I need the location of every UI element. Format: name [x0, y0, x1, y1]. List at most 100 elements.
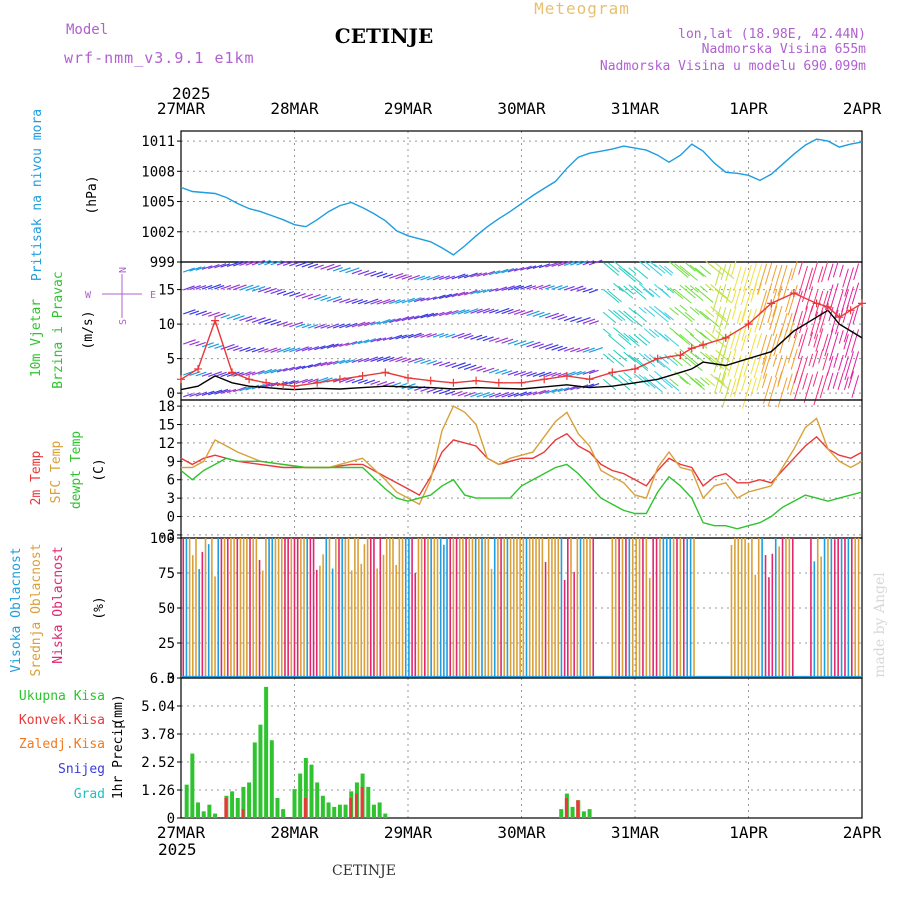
wind-arrow: [470, 290, 481, 295]
wind-arrow: [582, 287, 593, 293]
wind-arrow: [470, 365, 483, 371]
wind-arrow: [837, 372, 844, 391]
wind-arrow: [501, 392, 515, 398]
wind-arrow: [767, 377, 778, 407]
wind-arrow: [482, 367, 495, 373]
wind-arrow: [270, 288, 283, 295]
wind-arrow: [307, 263, 319, 269]
wind-arrow: [364, 379, 376, 385]
wind-arrow: [226, 313, 240, 320]
wind-arrow: [712, 306, 722, 334]
precip-bar-total: [258, 724, 263, 818]
wind-arrow: [684, 311, 696, 321]
wind-arrow: [714, 267, 722, 286]
wind-arrow: [414, 275, 426, 281]
wind-arrow: [576, 347, 590, 353]
wind-arrow: [847, 371, 854, 389]
compass-e: E: [150, 290, 156, 301]
x-tick-label-bottom: 29MAR: [384, 823, 433, 842]
gust-marker: [335, 375, 344, 384]
wind-arrow: [457, 332, 472, 339]
wind-arrow: [395, 357, 407, 363]
wind-arrow: [382, 318, 396, 324]
wind-arrow: [777, 377, 788, 408]
wind-arrow: [608, 334, 626, 350]
wind-arrow: [382, 381, 395, 387]
wind-arrow: [618, 267, 636, 282]
wind-arrow: [520, 265, 532, 271]
wind-arrow: [613, 282, 624, 292]
precip-bar-total: [281, 809, 286, 818]
wind-arrow: [526, 372, 537, 377]
wind-arrow: [364, 356, 379, 363]
wind-arrow: [183, 285, 195, 291]
wind-arrow: [220, 263, 231, 268]
wind-arrow: [195, 371, 207, 377]
wind-arrow: [602, 311, 617, 324]
gust-marker: [653, 354, 662, 363]
year-top: 2025: [172, 84, 211, 103]
wind-arrow: [588, 369, 599, 375]
precip-bar-total: [207, 804, 212, 818]
wind-arrow: [844, 330, 854, 358]
wind-arrow: [719, 372, 727, 394]
gust-marker: [744, 320, 753, 329]
wind-arrow: [395, 274, 407, 280]
wind-arrow: [183, 267, 195, 273]
gust-marker: [846, 306, 855, 315]
wind-arrow: [842, 268, 849, 288]
wind-arrow: [741, 375, 747, 392]
precip-frame: [180, 677, 863, 819]
wind-arrow: [694, 328, 707, 339]
wind-arrow: [420, 297, 430, 302]
wind-arrow: [195, 285, 207, 290]
wind-arrow: [628, 267, 637, 275]
wind-arrow: [551, 261, 565, 267]
wind-arrow: [756, 332, 763, 349]
gust-marker: [245, 375, 254, 384]
cloud-panel: 0 25 50 75 100: [150, 531, 863, 687]
wind-arrow: [513, 309, 526, 315]
wind-arrow: [282, 322, 293, 327]
precip-bar-total: [309, 764, 314, 818]
wind-arrow: [824, 328, 834, 357]
wind-arrow: [827, 263, 834, 281]
wind-arrow: [602, 378, 617, 391]
wind-arrow: [401, 333, 414, 339]
wind-arrow: [476, 272, 488, 277]
temp-label-sfc: SFC Temp: [49, 441, 64, 504]
precip-bar-total: [230, 791, 235, 818]
wind-arrow: [813, 310, 824, 340]
wind-arrow: [220, 389, 231, 394]
wind-arrow: [576, 371, 586, 376]
wind-arrow: [513, 266, 525, 272]
wind-arrow: [762, 282, 773, 313]
precip-bar-conv: [564, 798, 568, 818]
gust-marker: [540, 375, 549, 384]
precip-unit: (mm): [111, 694, 126, 725]
wind-arrow: [513, 370, 526, 377]
wind-arrow: [251, 259, 266, 266]
wind-arrow: [777, 264, 788, 296]
wind-arrow: [339, 267, 351, 273]
wind-arrow: [370, 337, 382, 343]
wind-arrow: [407, 274, 420, 281]
wind-arrow: [257, 368, 273, 375]
wind-arrow: [407, 332, 422, 339]
wind-arrow: [364, 321, 376, 327]
wind-arrow: [220, 314, 230, 319]
precip-bar-total: [343, 804, 348, 818]
wind-arrow: [741, 288, 752, 321]
wind-arrow: [264, 347, 278, 353]
wind-arrow: [195, 391, 208, 397]
wind-arrow: [432, 332, 445, 338]
wind-arrow: [289, 347, 301, 353]
wind-arrow: [395, 316, 410, 323]
temp-unit: (C): [92, 458, 107, 481]
wind-arrow: [501, 285, 515, 291]
precip-bar-total: [371, 804, 376, 818]
legend-zaledj: Zaledj.Kisa: [19, 737, 105, 752]
y-tick-label: 75: [158, 566, 175, 582]
wind-arrow: [643, 376, 663, 393]
wind-arrow: [482, 288, 493, 293]
